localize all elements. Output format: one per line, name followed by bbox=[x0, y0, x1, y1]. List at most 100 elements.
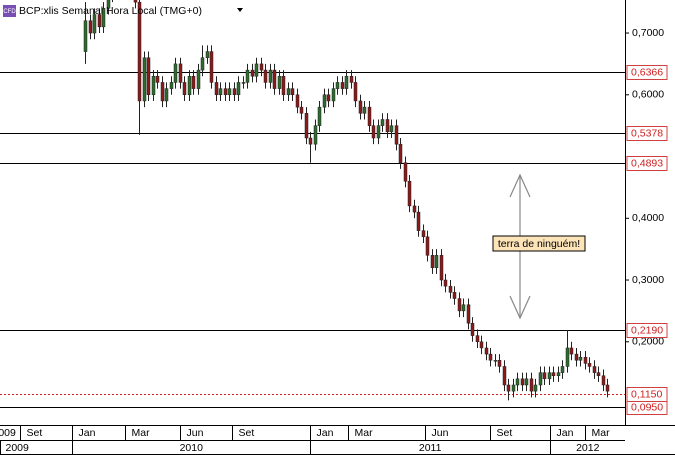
title-dropdown[interactable] bbox=[237, 8, 243, 12]
level-label: 0,5378 bbox=[631, 127, 663, 139]
candle-body bbox=[353, 82, 358, 102]
candle-body bbox=[430, 255, 435, 268]
candle-body bbox=[286, 88, 291, 96]
candle-body bbox=[106, 0, 111, 9]
candle-body bbox=[178, 63, 183, 83]
level-label: 0,4893 bbox=[631, 157, 663, 169]
candle-body bbox=[214, 82, 219, 96]
candle-body bbox=[344, 76, 349, 89]
candle-body bbox=[169, 82, 174, 89]
candle-body bbox=[412, 205, 417, 213]
candle-body bbox=[196, 69, 201, 89]
candle-body bbox=[443, 279, 448, 287]
x-tick-label: Set bbox=[239, 427, 255, 439]
year-label: 2012 bbox=[576, 442, 600, 454]
candle-body bbox=[281, 76, 286, 96]
candle-body bbox=[448, 285, 453, 293]
candle-body bbox=[367, 106, 372, 126]
candle-body bbox=[227, 88, 232, 96]
candle-body bbox=[515, 378, 520, 386]
candle-body bbox=[92, 14, 97, 34]
level-label-box bbox=[626, 126, 668, 141]
candle-body bbox=[497, 360, 502, 367]
x-tick-label: Jun bbox=[432, 427, 449, 439]
x-tick-label: Jan bbox=[317, 427, 334, 439]
x-tick-label: Mar bbox=[355, 427, 374, 439]
candle-body bbox=[403, 162, 408, 182]
candle-body bbox=[371, 125, 376, 139]
candle-body bbox=[223, 88, 228, 96]
candle-body bbox=[322, 94, 327, 108]
y-tick-label: 0,7000 bbox=[632, 27, 664, 39]
x-tick-label: Jan bbox=[79, 427, 96, 439]
chart-title: BCP:xlis Semanal Hora Local (TMG+0) bbox=[19, 5, 202, 17]
candle-body bbox=[529, 378, 534, 392]
candle-body bbox=[101, 8, 106, 28]
candle-body bbox=[421, 230, 426, 238]
candle-body bbox=[299, 106, 304, 114]
cfd-icon-label: CFD bbox=[3, 9, 16, 15]
candle-body bbox=[479, 341, 484, 349]
last-price-box bbox=[626, 387, 668, 402]
candle-body bbox=[151, 76, 156, 96]
candle-body bbox=[308, 137, 313, 145]
candle-body bbox=[358, 100, 363, 114]
candle-body bbox=[83, 20, 88, 52]
candle-body bbox=[232, 88, 237, 96]
year-label: 2011 bbox=[419, 442, 442, 454]
candle-body bbox=[191, 76, 196, 89]
x-tick-label: Mar bbox=[132, 427, 151, 439]
x-tick-label: Mar bbox=[592, 427, 611, 439]
level-label-box bbox=[626, 65, 668, 80]
candle-body bbox=[304, 113, 309, 139]
y-tick-label: 0,2000 bbox=[632, 336, 664, 348]
candle-body bbox=[605, 384, 610, 392]
annotation-box bbox=[492, 235, 586, 252]
candle-body bbox=[218, 88, 223, 96]
candle-body bbox=[362, 106, 367, 114]
candle-body bbox=[556, 372, 561, 376]
candle-body bbox=[439, 255, 444, 281]
x-tick-label: 2009 bbox=[0, 427, 16, 439]
candle-body bbox=[538, 372, 543, 386]
candle-body bbox=[434, 255, 439, 268]
candle-body bbox=[340, 82, 345, 89]
plot bbox=[0, 0, 625, 408]
candle-body bbox=[205, 51, 210, 58]
level-label: 0,2190 bbox=[631, 324, 663, 336]
candle-body bbox=[173, 63, 178, 83]
candle-body bbox=[272, 69, 277, 89]
candle-body bbox=[254, 63, 259, 77]
candle-body bbox=[520, 378, 525, 386]
candle-body bbox=[488, 353, 493, 361]
candle-body bbox=[133, 0, 138, 3]
cfd-icon bbox=[3, 5, 16, 17]
candle-body bbox=[542, 372, 547, 380]
candle-body bbox=[524, 378, 529, 386]
candle-body bbox=[502, 366, 507, 386]
candle-body bbox=[511, 384, 516, 392]
candle-body bbox=[547, 372, 552, 380]
candle-body bbox=[313, 125, 318, 145]
candle-body bbox=[317, 106, 322, 126]
candle-body bbox=[259, 63, 264, 71]
x-tick-label: Jun bbox=[187, 427, 204, 439]
candle-body bbox=[380, 119, 385, 126]
candle-body bbox=[263, 69, 268, 83]
candle-body bbox=[475, 335, 480, 343]
candle-body bbox=[565, 347, 570, 367]
x-tick-label: Jan bbox=[557, 427, 574, 439]
candle-body bbox=[142, 57, 147, 102]
candle-body bbox=[452, 292, 457, 299]
candle-body bbox=[160, 82, 165, 102]
candle-body bbox=[596, 372, 601, 376]
x-tick-label: Set bbox=[497, 427, 513, 439]
candle-body bbox=[407, 180, 412, 207]
candle-body bbox=[187, 76, 192, 96]
level-label-box bbox=[626, 156, 668, 171]
candle-body bbox=[484, 347, 489, 355]
candle-body bbox=[88, 20, 93, 34]
candle-body bbox=[290, 88, 295, 96]
